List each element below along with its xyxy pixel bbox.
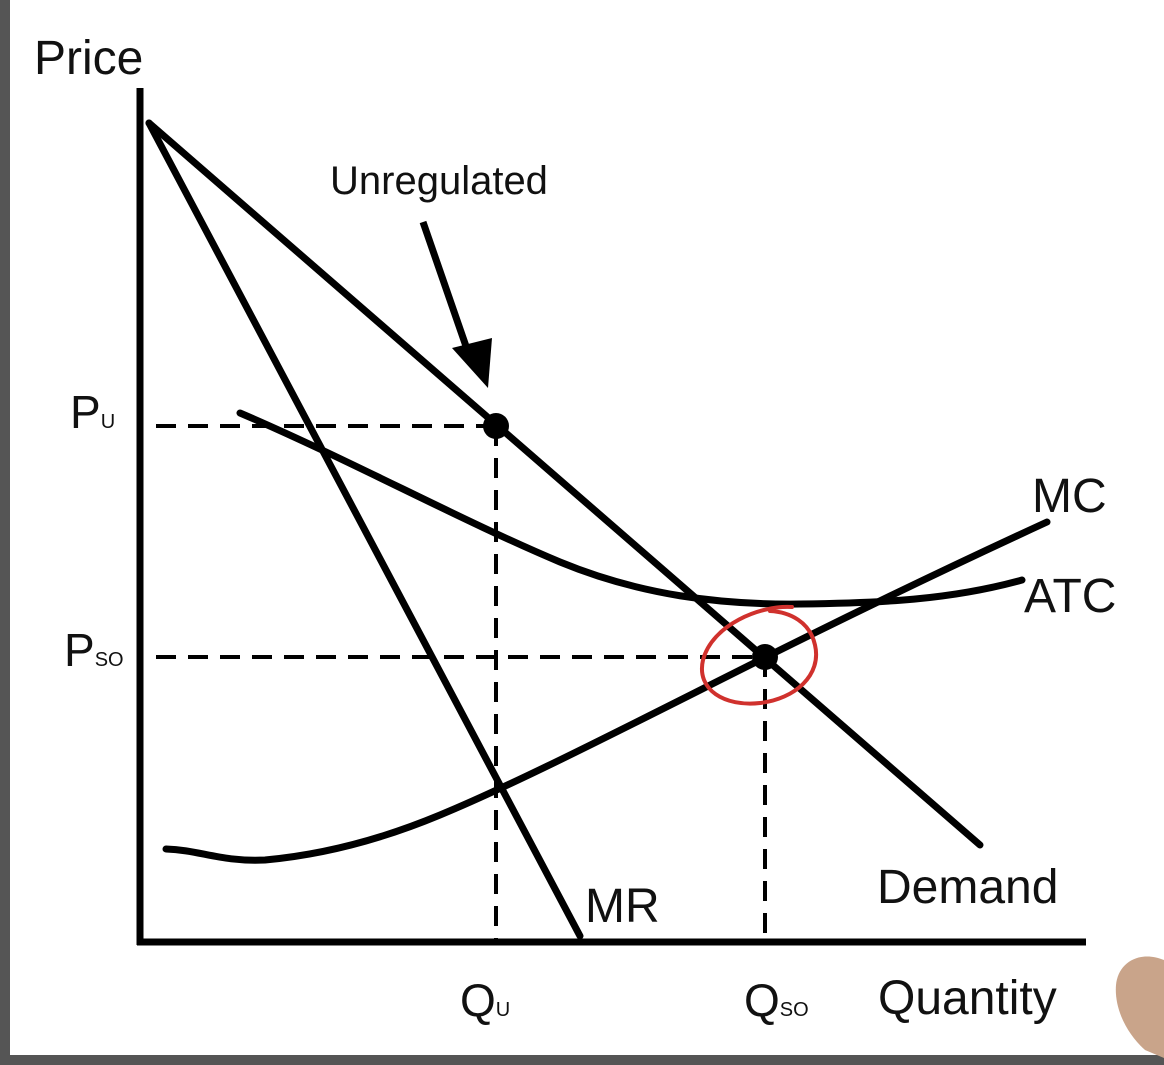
qso-subscript: SO <box>780 999 809 1021</box>
qu-subscript: U <box>496 999 510 1021</box>
y-axis-label: Price <box>34 32 143 85</box>
unregulated-arrow-shaft <box>419 220 472 354</box>
qu-main: Q <box>460 974 496 1026</box>
qso-label: QSO <box>744 974 809 1026</box>
pu-subscript: U <box>101 411 115 433</box>
demand-label: Demand <box>877 861 1058 914</box>
atc-curve <box>236 409 1026 608</box>
mc-label: MC <box>1032 470 1107 523</box>
pso-label: PSO <box>64 624 124 676</box>
demand-curve <box>145 119 984 849</box>
highlight-circle <box>699 604 819 706</box>
qso-main: Q <box>744 974 780 1026</box>
pso-subscript: SO <box>95 649 124 671</box>
diagram-canvas <box>10 0 1164 1055</box>
pso-main: P <box>64 624 95 676</box>
unregulated-arrow-head <box>452 338 492 388</box>
x-axis-label: Quantity <box>878 972 1057 1025</box>
qu-label: QU <box>460 974 510 1026</box>
mc-curve <box>162 518 1051 864</box>
finger-tip <box>1115 956 1164 1058</box>
unregulated-label: Unregulated <box>330 159 548 203</box>
pu-main: P <box>70 386 101 438</box>
pu-label: PU <box>70 386 115 438</box>
socially-optimal-point <box>752 644 778 670</box>
atc-label: ATC <box>1024 570 1116 623</box>
mr-label: MR <box>585 880 660 933</box>
mr-curve <box>145 119 584 940</box>
unregulated-point <box>483 413 509 439</box>
